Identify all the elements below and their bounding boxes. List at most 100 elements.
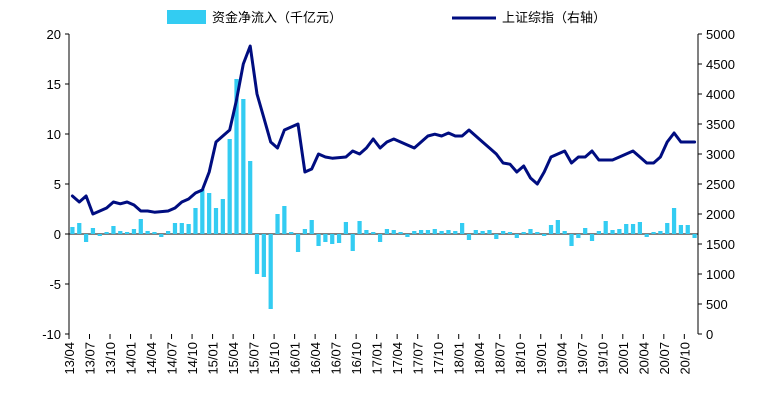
right-y-tick-label: 1000 (706, 267, 735, 282)
x-tick-label: 17/01 (370, 342, 385, 375)
line-series-layer (70, 44, 697, 216)
right-y-tick-label: 0 (706, 327, 713, 342)
x-tick-label: 20/04 (636, 342, 651, 375)
right-y-tick-label: 2500 (706, 177, 735, 192)
bar-mark (248, 161, 253, 234)
x-tick-label: 14/07 (165, 342, 180, 375)
bar-mark (480, 231, 485, 234)
bar-mark (453, 231, 458, 234)
right-y-tick-label: 3000 (706, 147, 735, 162)
bar-mark (583, 228, 588, 234)
bar-mark (172, 223, 178, 234)
bar-mark (603, 221, 608, 234)
bar-mark (268, 234, 273, 309)
bar-mark (111, 226, 116, 234)
bar-mark (617, 229, 622, 234)
bar-mark (213, 208, 219, 234)
bar-mark (569, 234, 574, 246)
bar-mark (610, 230, 615, 234)
bar-mark (576, 234, 581, 238)
bar-mark (692, 234, 697, 238)
bar-mark (83, 234, 89, 242)
bar-mark (665, 223, 670, 234)
bar-mark (90, 228, 96, 234)
bar-mark (186, 224, 191, 234)
x-tick-label: 17/04 (390, 342, 405, 375)
bar-mark (97, 234, 102, 236)
bar-mark (118, 231, 123, 234)
bar-mark (124, 232, 130, 234)
bar-mark (179, 223, 184, 234)
legend-bar-swatch (167, 10, 206, 24)
bar-mark (466, 234, 472, 240)
bar-mark (678, 225, 684, 234)
bar-mark (207, 193, 212, 234)
bar-mark (364, 230, 369, 234)
bar-mark (371, 232, 376, 234)
x-tick-label: 20/07 (657, 342, 672, 375)
bar-mark (323, 234, 328, 242)
bar-mark (357, 221, 362, 234)
left-y-tick-label: 5 (54, 177, 61, 192)
right-y-tick-label: 4500 (706, 57, 735, 72)
bar-mark (330, 234, 335, 244)
bar-mark (77, 223, 82, 234)
bar-mark (200, 189, 205, 234)
bar-mark (309, 220, 314, 234)
x-tick-label: 14/04 (144, 342, 159, 375)
bar-mark (384, 229, 390, 234)
bar-mark (487, 230, 492, 234)
bar-mark (166, 231, 171, 234)
x-tick-label: 13/10 (103, 342, 118, 375)
bar-mark (501, 231, 506, 234)
bar-mark (439, 231, 444, 234)
x-tick-label: 16/07 (329, 342, 344, 375)
x-tick-label: 19/04 (554, 342, 569, 375)
x-tick-label: 17/10 (431, 342, 446, 375)
bar-mark (418, 230, 424, 234)
bar-mark (542, 234, 547, 236)
bar-mark (405, 234, 410, 237)
right-y-tick-label: 3500 (706, 117, 735, 132)
bar-mark (507, 232, 513, 234)
right-y-tick-label: 5000 (706, 27, 735, 42)
bar-mark (494, 234, 499, 239)
bar-mark (446, 230, 451, 234)
bar-mark (343, 222, 349, 234)
bar-mark (671, 208, 677, 234)
bar-mark (624, 224, 629, 234)
x-tick-label: 16/01 (288, 342, 303, 375)
bar-mark (302, 229, 307, 234)
bar-mark (336, 234, 342, 243)
bar-mark (131, 229, 137, 234)
x-tick-label: 13/04 (62, 342, 77, 375)
right-y-tick-label: 1500 (706, 237, 735, 252)
bar-mark (596, 231, 601, 234)
bar-mark (658, 231, 663, 234)
bar-mark (70, 227, 75, 234)
x-tick-label: 19/07 (575, 342, 590, 375)
left-y-tick-label: 15 (47, 77, 61, 92)
x-tick-label: 18/04 (472, 342, 487, 375)
left-y-tick-label: -10 (42, 327, 61, 342)
bar-mark (152, 232, 157, 234)
bar-mark (261, 234, 266, 277)
bar-mark (377, 234, 383, 242)
x-tick-label: 18/01 (452, 342, 467, 375)
bar-mark (295, 234, 301, 252)
x-tick-label: 15/01 (206, 342, 221, 375)
bar-mark (562, 231, 567, 234)
bar-mark (282, 206, 287, 234)
bar-mark (398, 232, 403, 234)
bar-series-layer (70, 79, 697, 309)
bar-mark (241, 99, 246, 234)
bar-mark (651, 232, 656, 234)
bar-mark (275, 214, 280, 234)
x-tick-label: 19/01 (534, 342, 549, 375)
legend: 资金净流入（千亿元） 上证综指（右轴） (167, 10, 606, 25)
bar-mark (637, 222, 643, 234)
x-tick-label: 14/10 (185, 342, 200, 375)
bar-mark (685, 225, 690, 234)
